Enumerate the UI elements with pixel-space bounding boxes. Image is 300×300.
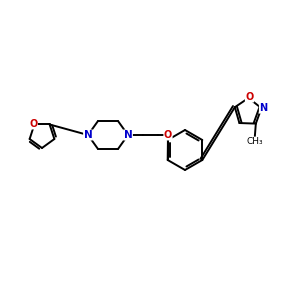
Text: O: O <box>29 119 38 129</box>
Text: N: N <box>124 130 132 140</box>
Text: O: O <box>164 130 172 140</box>
Text: O: O <box>245 92 253 102</box>
Text: CH₃: CH₃ <box>247 137 263 146</box>
Text: N: N <box>84 130 92 140</box>
Text: N: N <box>260 103 268 113</box>
